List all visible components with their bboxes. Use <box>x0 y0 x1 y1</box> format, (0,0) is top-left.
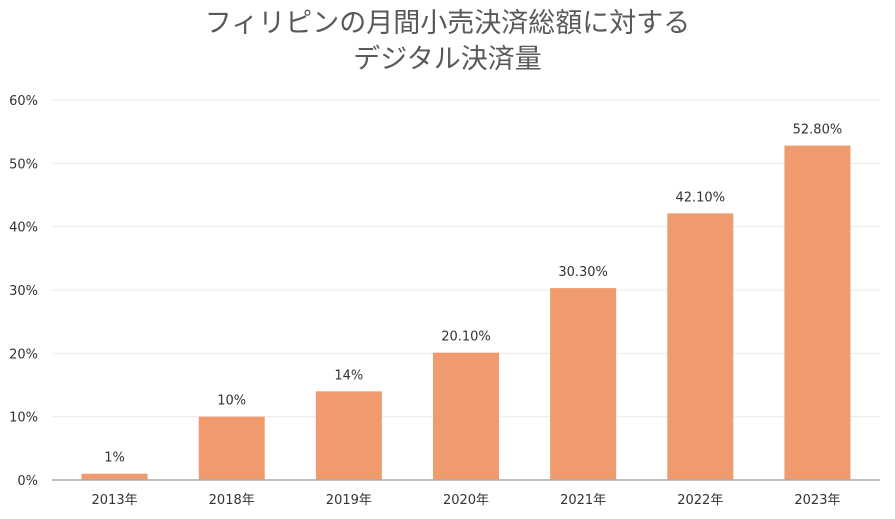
bar <box>784 145 851 480</box>
bar <box>667 213 734 480</box>
data-label: 30.30% <box>558 265 608 280</box>
bar <box>198 416 265 480</box>
y-tick-label: 0% <box>17 474 38 489</box>
y-tick-label: 10% <box>9 411 38 426</box>
y-tick-label: 50% <box>9 157 38 172</box>
bar <box>315 391 382 480</box>
x-tick-label: 2013年 <box>92 493 138 508</box>
data-label: 10% <box>217 394 246 409</box>
x-tick-label: 2023年 <box>794 493 840 508</box>
chart-title-line-1: フィリピンの月間小売決済総額に対する <box>204 8 691 39</box>
x-tick-label: 2019年 <box>326 493 372 508</box>
x-tick-label: 2018年 <box>209 493 255 508</box>
y-tick-label: 60% <box>9 94 38 109</box>
chart-title-line-2: デジタル決済量 <box>353 44 542 75</box>
y-tick-label: 30% <box>9 284 38 299</box>
chart-title: フィリピンの月間小売決済総額に対する デジタル決済量 <box>0 6 895 78</box>
x-tick-label: 2022年 <box>677 493 723 508</box>
data-label: 52.80% <box>793 123 843 138</box>
x-tick-label: 2020年 <box>443 493 489 508</box>
data-label: 20.10% <box>441 330 491 345</box>
data-label: 1% <box>104 451 125 466</box>
y-tick-label: 40% <box>9 221 38 236</box>
bar <box>81 473 148 480</box>
data-label: 42.10% <box>675 190 725 205</box>
data-label: 14% <box>334 368 363 383</box>
bar <box>550 288 617 480</box>
x-tick-label: 2021年 <box>560 493 606 508</box>
y-tick-label: 20% <box>9 347 38 362</box>
bar <box>433 352 499 480</box>
